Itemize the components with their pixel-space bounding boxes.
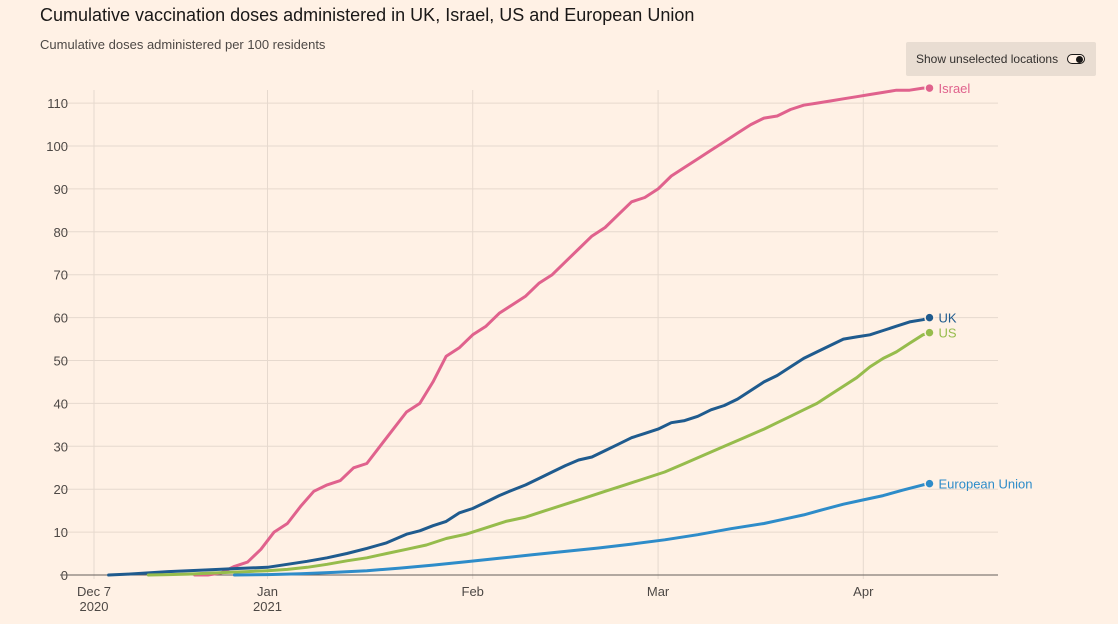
series-line-us[interactable] — [146, 331, 931, 577]
y-tick-label: 70 — [54, 268, 68, 283]
y-tick-label: 100 — [46, 139, 68, 154]
y-tick-label: 90 — [54, 182, 68, 197]
axis-layer: 0102030405060708090100110Dec 72020Jan202… — [46, 96, 998, 614]
series-line-european-union[interactable] — [232, 482, 931, 577]
series-label-uk: UK — [939, 311, 957, 326]
x-tick-sublabel: 2021 — [253, 599, 282, 614]
y-tick-label: 80 — [54, 225, 68, 240]
x-tick-label: Jan — [257, 584, 278, 599]
y-tick-label: 50 — [54, 354, 68, 369]
toggle-label: Show unselected locations — [916, 52, 1059, 66]
series-end-marker[interactable] — [924, 478, 935, 489]
series-end-marker[interactable] — [924, 312, 935, 323]
x-tick-label: Mar — [647, 584, 670, 599]
series-end-marker[interactable] — [924, 327, 935, 338]
toggle-switch-icon[interactable] — [1067, 54, 1085, 64]
show-unselected-toggle[interactable]: Show unselected locations — [906, 42, 1096, 76]
x-tick-label: Apr — [853, 584, 874, 599]
x-tick-sublabel: 2020 — [80, 599, 109, 614]
series-layer — [107, 82, 935, 577]
series-label-european-union: European Union — [939, 477, 1033, 492]
chart-title: Cumulative vaccination doses administere… — [40, 5, 695, 25]
grid-layer — [60, 90, 998, 579]
series-label-us: US — [939, 326, 957, 341]
y-tick-label: 40 — [54, 396, 68, 411]
chart-subtitle: Cumulative doses administered per 100 re… — [40, 37, 326, 52]
series-label-israel: Israel — [939, 81, 971, 96]
series-end-marker[interactable] — [924, 82, 935, 94]
toggle-knob — [1076, 55, 1083, 63]
y-tick-label: 20 — [54, 482, 68, 497]
y-tick-label: 110 — [47, 96, 68, 111]
series-line-uk[interactable] — [107, 316, 931, 577]
x-tick-label: Dec 7 — [77, 584, 111, 599]
y-tick-label: 30 — [54, 439, 68, 454]
series-line-israel[interactable] — [193, 86, 931, 577]
y-tick-label: 60 — [54, 311, 68, 326]
x-tick-label: Feb — [462, 584, 484, 599]
y-tick-label: 10 — [54, 525, 68, 540]
